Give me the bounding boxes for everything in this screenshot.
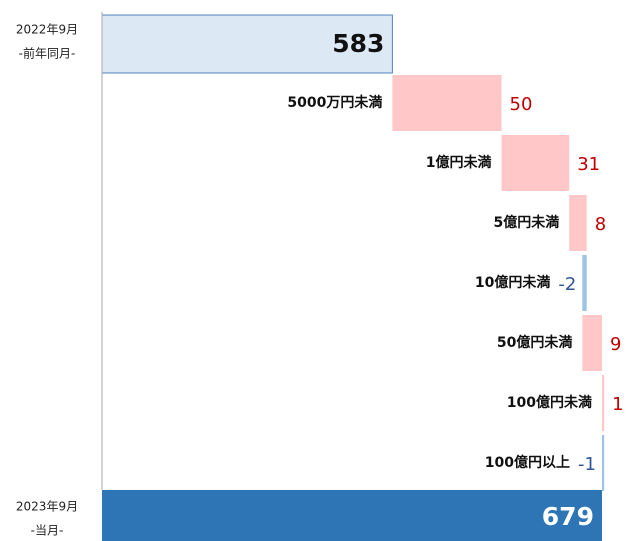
start-bar [101,14,393,74]
step-value: 9 [610,334,621,355]
end-value: 679 [542,502,594,531]
step-label: 5000万円未満 [287,94,382,111]
step-label: 100億円以上 [485,454,570,471]
step-label: 1億円未満 [426,154,492,171]
step-bar [601,435,605,491]
step-label: 100億円未満 [507,394,592,411]
step-value: 1 [612,394,623,415]
step-value: 8 [595,214,606,235]
end-label: -当月- [31,524,64,538]
step-label: 5億円未満 [493,214,559,231]
step-value: -2 [558,274,576,295]
end-label: 2023年9月 [16,500,78,514]
step-bar [501,135,570,191]
step-bar [582,315,602,371]
step-label: 10億円未満 [475,274,550,291]
step-bar [569,195,587,251]
step-bar [582,255,587,311]
start-label: 2022年9月 [16,23,78,37]
step-value: 50 [510,94,533,115]
step-bar [601,375,605,431]
start-value: 583 [332,29,384,58]
start-label: -前年同月- [19,46,76,61]
end-bar [102,490,602,541]
step-value: -1 [578,454,596,475]
step-value: 31 [577,154,600,175]
step-bar [392,75,502,131]
step-label: 50億円未満 [497,334,572,351]
